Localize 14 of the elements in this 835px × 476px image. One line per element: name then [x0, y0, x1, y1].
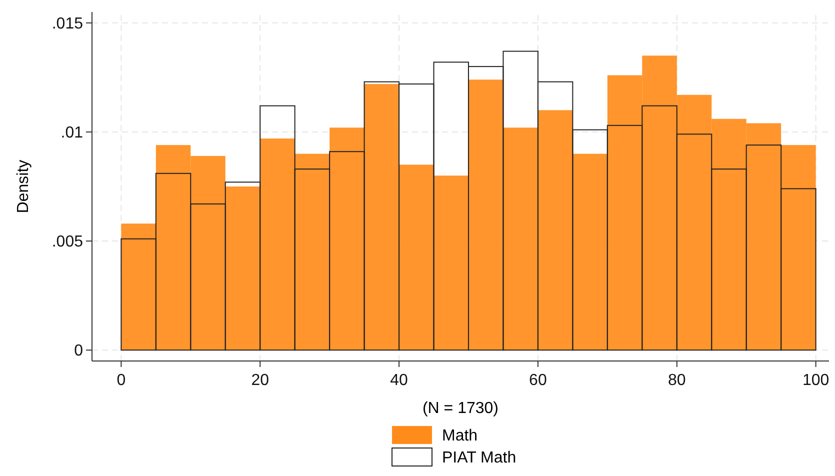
- y-tick-label: 0: [74, 342, 84, 360]
- x-tick-label: 20: [251, 372, 270, 389]
- y-tick-label: .005: [52, 234, 84, 251]
- x-tick-label: 80: [668, 372, 686, 389]
- x-axis-title: (N = 1730): [422, 400, 499, 417]
- x-tick-label: 60: [529, 372, 547, 389]
- y-axis-title: Density: [15, 160, 32, 214]
- x-tick-label: 0: [116, 372, 126, 389]
- y-tick-label: .01: [60, 124, 84, 142]
- x-tick-label: 40: [390, 372, 408, 389]
- y-tick-label: .015: [52, 16, 84, 33]
- legend-label: PIAT Math: [442, 450, 516, 467]
- legend-label: Math: [442, 428, 478, 445]
- x-tick-label: 100: [802, 372, 830, 389]
